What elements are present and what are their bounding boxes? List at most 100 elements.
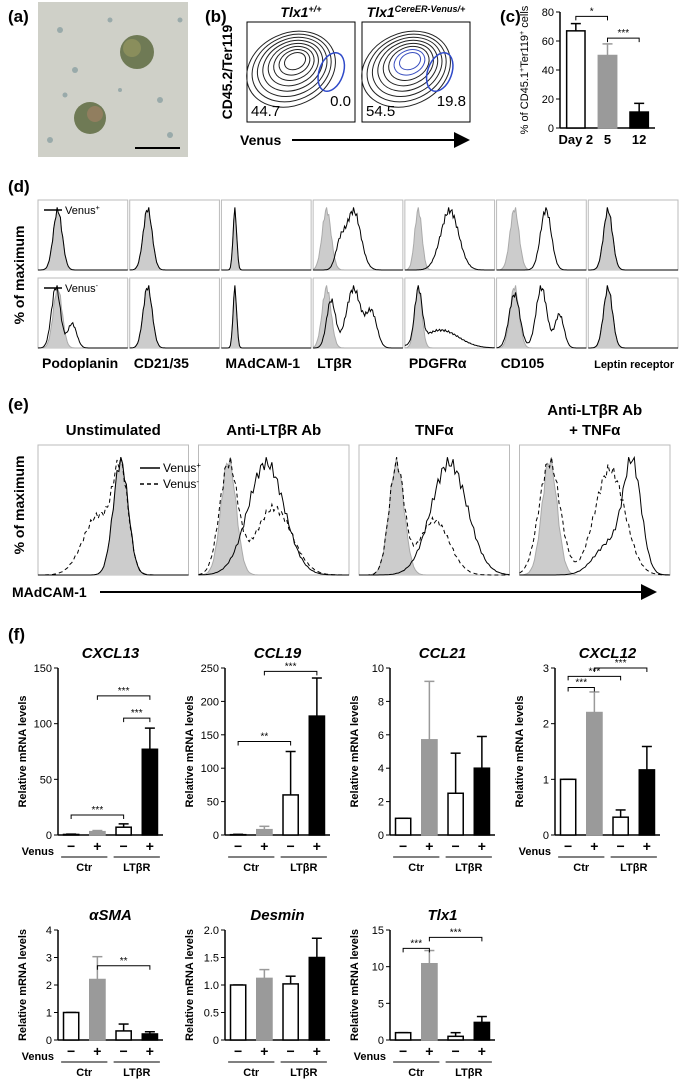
y-tick-label: 0 [46, 830, 52, 842]
bar [141, 1033, 159, 1041]
significance-bracket [428, 936, 483, 942]
y-axis-label: Relative mRNA levels [17, 695, 29, 807]
bar [62, 833, 80, 836]
text-part: Venus [163, 461, 196, 475]
group-label: Ctr [408, 862, 425, 874]
y-axis-label: Relative mRNA levels [349, 929, 361, 1041]
bar [115, 1030, 132, 1041]
bar [638, 769, 656, 836]
condition-title: Anti-LTβR Ab [226, 422, 321, 439]
significance-label: *** [410, 938, 422, 949]
venus-sign: + [146, 1043, 154, 1059]
x-tick-label: Day 2 [558, 132, 593, 147]
y-tick-label: 0 [213, 830, 219, 842]
venus-sign: + [313, 838, 321, 854]
contour [262, 39, 324, 92]
y-tick-label: 150 [201, 730, 219, 742]
x-tick-label: 5 [604, 132, 611, 147]
marker-label: PDGFRα [409, 355, 467, 371]
text-part: Ter119 [519, 35, 531, 68]
histogram-frame [358, 444, 510, 576]
marker-label: Podoplanin [42, 355, 118, 371]
y-tick-label: 0 [378, 1035, 384, 1047]
histogram [404, 285, 495, 349]
group-label: Ctr [76, 1067, 93, 1079]
y-tick-label: 0 [213, 1035, 219, 1047]
venus-sign: + [425, 838, 433, 854]
venus-sign: + [478, 1043, 486, 1059]
histogram [519, 457, 670, 576]
y-tick-label: 60 [542, 36, 554, 48]
text-part: Tlx1 [280, 4, 308, 20]
superscript: + [196, 461, 201, 470]
y-tick-label: 0 [378, 830, 384, 842]
y-tick-label: 2 [543, 719, 549, 731]
group-label: LTβR [620, 862, 647, 874]
bar [89, 978, 106, 1041]
bar [586, 711, 603, 836]
significance-label: *** [92, 805, 104, 816]
significance-bracket [607, 37, 640, 43]
group-label: LTβR [290, 1067, 317, 1079]
histogram [359, 457, 510, 576]
venus-sign: − [67, 1043, 75, 1059]
gate-value: 0.0 [330, 93, 351, 110]
venus-sign: + [478, 838, 486, 854]
y-tick-label: 3 [46, 953, 52, 965]
histogram [496, 285, 587, 349]
superscript: - [196, 477, 199, 486]
y-axis-label: % of maximum [11, 456, 27, 555]
significance-bracket [567, 675, 622, 681]
histogram [198, 457, 349, 576]
histogram [37, 285, 128, 349]
bar [559, 778, 577, 836]
bar [308, 715, 326, 836]
gate-value: 19.8 [437, 93, 466, 110]
bar [115, 826, 132, 836]
condition-title: Unstimulated [66, 422, 161, 439]
bar [597, 54, 618, 129]
y-tick-label: 1 [46, 1008, 52, 1020]
bar [565, 30, 586, 129]
y-tick-label: 0.5 [204, 1008, 219, 1020]
histogram [221, 207, 312, 271]
y-tick-label: 2 [378, 797, 384, 809]
contour [371, 36, 443, 97]
histogram [588, 207, 678, 271]
bar [421, 962, 438, 1041]
y-tick-label: 100 [201, 763, 219, 775]
gate-value: 44.7 [251, 103, 280, 120]
significance-label: *** [450, 927, 462, 938]
y-axis-label: % of maximum [11, 226, 27, 325]
superscript: + [96, 204, 100, 212]
contour [388, 45, 430, 81]
bar [612, 816, 629, 836]
panel-label: (e) [8, 395, 29, 414]
marker-label: MAdCAM-1 [225, 355, 300, 371]
condition-title: Anti-LTβR Ab [547, 402, 642, 419]
marker-label: CD105 [501, 355, 545, 371]
histogram [404, 285, 495, 349]
y-tick-label: 4 [378, 763, 384, 775]
legend-label: Venus- [65, 282, 99, 295]
venus-sign: + [590, 838, 598, 854]
group-label: LTβR [455, 1067, 482, 1079]
y-tick-label: 0 [46, 1035, 52, 1047]
group-label: Ctr [243, 862, 260, 874]
gate [317, 52, 346, 92]
y-tick-label: 5 [378, 998, 384, 1010]
y-tick-label: 40 [542, 65, 554, 77]
contour [361, 30, 451, 108]
y-tick-label: 1.0 [204, 980, 219, 992]
significance-label: *** [285, 661, 297, 672]
venus-sign: + [643, 838, 651, 854]
venus-sign: + [260, 1043, 268, 1059]
y-axis-label: Relative mRNA levels [17, 929, 29, 1041]
significance-bracket [402, 947, 430, 953]
bar [256, 828, 273, 836]
group-label: LTβR [123, 862, 150, 874]
group-label: Ctr [76, 862, 93, 874]
bar [447, 1035, 464, 1041]
venus-sign: − [120, 838, 128, 854]
